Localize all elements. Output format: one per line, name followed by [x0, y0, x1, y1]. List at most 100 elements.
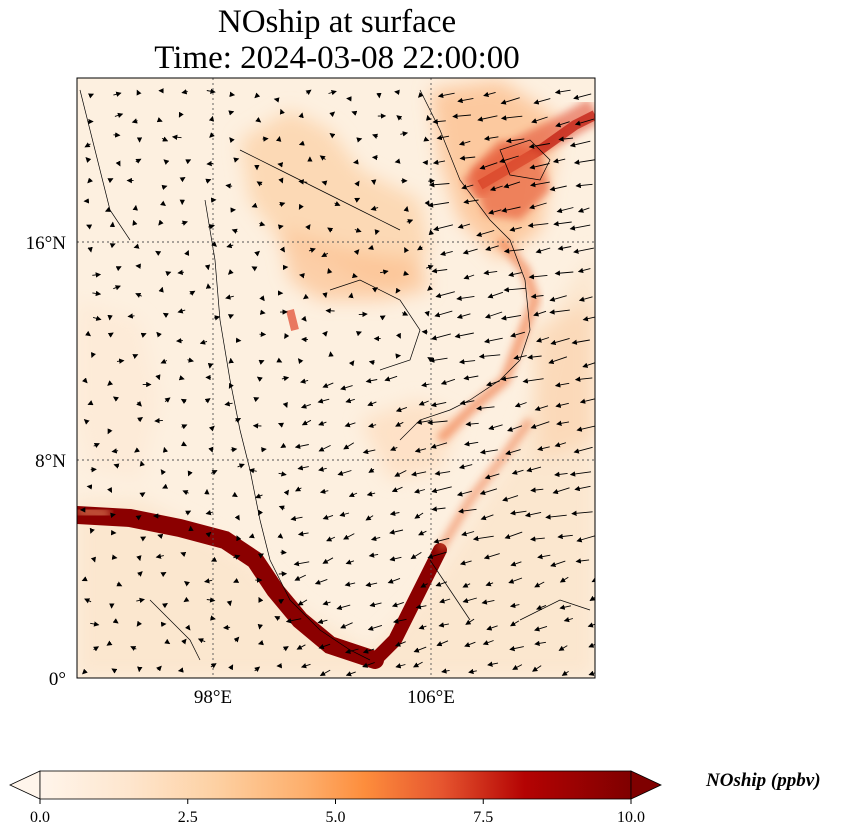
wind-arrow	[501, 206, 521, 213]
wind-arrow	[394, 470, 407, 477]
wind-arrow	[230, 447, 238, 453]
wind-arrow	[368, 552, 379, 558]
wind-arrow	[394, 89, 400, 96]
wind-arrow	[574, 485, 591, 492]
wind-arrow	[478, 353, 501, 359]
wind-arrow	[393, 618, 407, 624]
wind-arrow	[370, 535, 381, 542]
wind-arrow	[344, 581, 356, 587]
wind-arrow	[279, 108, 285, 115]
wind-arrow	[282, 646, 289, 652]
wind-arrow	[257, 640, 264, 646]
wind-arrow	[530, 421, 550, 429]
wind-arrow	[206, 160, 214, 167]
wind-arrow	[427, 285, 433, 291]
chart-title-line-1: NOship at surface	[217, 4, 457, 40]
wind-arrow	[235, 417, 242, 423]
wind-arrow	[278, 599, 285, 605]
wind-arrow	[106, 640, 113, 646]
wind-arrow	[477, 115, 498, 122]
wind-arrow	[164, 397, 171, 403]
wind-arrow	[111, 448, 119, 454]
wind-arrow	[421, 382, 430, 388]
wind-arrow	[81, 377, 88, 384]
wind-arrow	[182, 490, 189, 496]
colorbar-tick-label: 2.5	[178, 809, 198, 826]
wind-arrow	[553, 221, 572, 227]
wind-arrow	[180, 398, 187, 404]
wind-arrow	[109, 243, 116, 249]
wind-arrow	[389, 510, 400, 516]
wind-arrow	[90, 556, 96, 563]
wind-arrow	[181, 89, 188, 95]
wind-arrow	[348, 492, 358, 498]
wind-arrow	[533, 98, 551, 105]
wind-arrow	[414, 447, 427, 453]
wind-arrow	[229, 91, 236, 98]
wind-arrow	[132, 204, 138, 211]
wind-arrow	[456, 295, 475, 301]
wind-arrow	[463, 198, 479, 205]
wind-arrow	[209, 132, 215, 138]
wind-arrow	[485, 245, 499, 251]
wind-arrow	[527, 222, 549, 228]
wind-arrow	[85, 157, 92, 163]
wind-arrow	[257, 553, 264, 559]
lon-tick-label: 98°E	[194, 687, 232, 708]
wind-arrow	[318, 466, 327, 472]
wind-arrow	[462, 582, 471, 588]
wind-arrow	[403, 206, 409, 212]
wind-arrow	[433, 537, 450, 544]
wind-arrow	[131, 118, 138, 124]
wind-arrow	[135, 515, 142, 521]
wind-arrow	[500, 115, 523, 121]
wind-arrow	[479, 488, 498, 496]
wind-arrow	[574, 118, 595, 126]
wind-arrow	[231, 228, 238, 234]
wind-arrow	[327, 267, 333, 274]
wind-arrow	[133, 243, 140, 249]
wind-arrow	[559, 576, 569, 583]
map-frame	[76, 77, 596, 679]
wind-arrow	[233, 554, 241, 560]
wind-arrow	[112, 396, 119, 402]
wind-arrow	[575, 558, 590, 564]
wind-arrow	[293, 560, 310, 567]
wind-arrow	[556, 420, 570, 426]
wind-arrow	[569, 224, 591, 231]
wind-arrow	[379, 315, 386, 321]
wind-arrow	[582, 362, 595, 368]
wind-arrow	[296, 644, 306, 650]
wind-arrow	[326, 536, 336, 542]
wind-arrow	[162, 312, 169, 318]
wind-arrow	[290, 515, 303, 522]
wind-arrow	[561, 670, 569, 676]
wind-arrow	[205, 509, 214, 516]
wind-arrow	[548, 356, 568, 364]
wind-arrow	[261, 447, 267, 453]
wind-arrow	[180, 551, 187, 557]
wind-arrow	[414, 512, 424, 519]
wind-arrow	[339, 511, 350, 517]
wind-arrow	[534, 581, 545, 588]
wind-arrow	[573, 247, 594, 254]
wind-arrow	[528, 274, 548, 280]
wind-arrow	[571, 339, 590, 345]
wind-arrow	[458, 508, 477, 514]
wind-arrow	[488, 424, 503, 431]
wind-arrow	[425, 114, 432, 121]
wind-arrow	[400, 131, 409, 137]
wind-arrow	[132, 354, 139, 359]
wind-arrow	[423, 136, 430, 142]
wind-arrow	[155, 374, 161, 381]
wind-arrow	[582, 316, 595, 322]
wind-arrow	[134, 447, 141, 453]
wind-arrow	[111, 668, 118, 674]
wind-arrow	[92, 272, 102, 278]
wind-arrow	[403, 270, 410, 276]
wind-arrow	[558, 136, 574, 142]
wind-arrow	[483, 269, 498, 276]
wind-arrow	[554, 89, 571, 95]
wind-arrow	[278, 177, 284, 184]
wind-arrow	[439, 598, 451, 604]
